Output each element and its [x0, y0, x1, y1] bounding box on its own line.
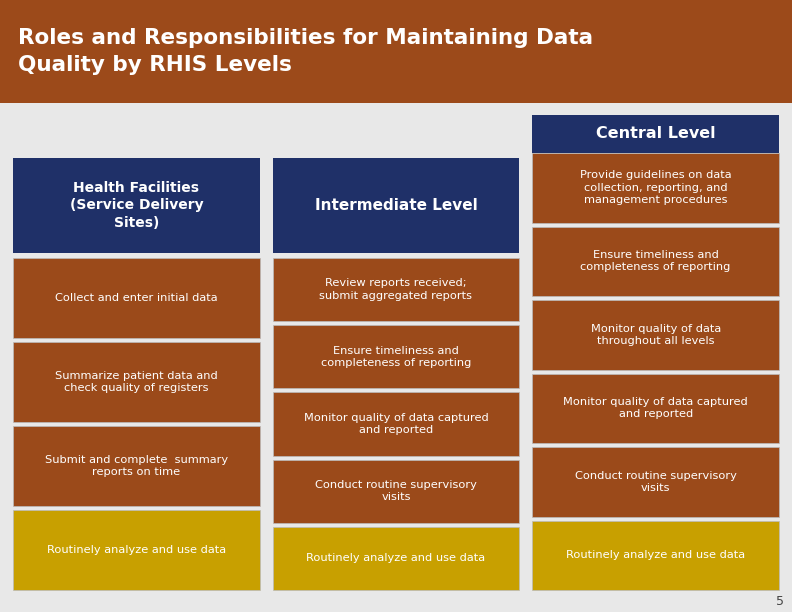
Text: Roles and Responsibilities for Maintaining Data
Quality by RHIS Levels: Roles and Responsibilities for Maintaini…	[18, 28, 593, 75]
Text: Monitor quality of data captured
and reported: Monitor quality of data captured and rep…	[563, 397, 748, 419]
Text: Routinely analyze and use data: Routinely analyze and use data	[307, 553, 485, 564]
Text: Submit and complete  summary
reports on time: Submit and complete summary reports on t…	[45, 455, 228, 477]
FancyBboxPatch shape	[532, 447, 779, 517]
FancyBboxPatch shape	[272, 258, 520, 321]
FancyBboxPatch shape	[272, 158, 520, 253]
Text: Conduct routine supervisory
visits: Conduct routine supervisory visits	[315, 480, 477, 502]
FancyBboxPatch shape	[532, 300, 779, 370]
Text: Routinely analyze and use data: Routinely analyze and use data	[47, 545, 226, 555]
Text: Ensure timeliness and
completeness of reporting: Ensure timeliness and completeness of re…	[581, 250, 731, 272]
Text: Intermediate Level: Intermediate Level	[314, 198, 478, 213]
FancyBboxPatch shape	[532, 226, 779, 296]
FancyBboxPatch shape	[13, 342, 260, 422]
Text: Collect and enter initial data: Collect and enter initial data	[55, 293, 218, 303]
FancyBboxPatch shape	[13, 158, 260, 253]
Text: Provide guidelines on data
collection, reporting, and
management procedures: Provide guidelines on data collection, r…	[580, 170, 732, 205]
FancyBboxPatch shape	[272, 325, 520, 389]
FancyBboxPatch shape	[532, 373, 779, 443]
Text: Ensure timeliness and
completeness of reporting: Ensure timeliness and completeness of re…	[321, 346, 471, 368]
FancyBboxPatch shape	[532, 153, 779, 223]
Text: Routinely analyze and use data: Routinely analyze and use data	[566, 550, 745, 560]
FancyBboxPatch shape	[532, 115, 779, 153]
Text: Monitor quality of data
throughout all levels: Monitor quality of data throughout all l…	[591, 324, 721, 346]
FancyBboxPatch shape	[0, 0, 792, 103]
Text: Conduct routine supervisory
visits: Conduct routine supervisory visits	[575, 471, 737, 493]
FancyBboxPatch shape	[13, 258, 260, 338]
Text: Summarize patient data and
check quality of registers: Summarize patient data and check quality…	[55, 371, 218, 393]
Text: Central Level: Central Level	[596, 127, 715, 141]
FancyBboxPatch shape	[13, 426, 260, 506]
Text: Review reports received;
submit aggregated reports: Review reports received; submit aggregat…	[319, 278, 473, 301]
Text: 5: 5	[776, 595, 784, 608]
FancyBboxPatch shape	[272, 527, 520, 590]
FancyBboxPatch shape	[13, 510, 260, 590]
Text: Monitor quality of data captured
and reported: Monitor quality of data captured and rep…	[303, 413, 489, 435]
FancyBboxPatch shape	[532, 520, 779, 590]
FancyBboxPatch shape	[272, 392, 520, 455]
Text: Health Facilities
(Service Delivery
Sites): Health Facilities (Service Delivery Site…	[70, 181, 203, 230]
FancyBboxPatch shape	[272, 460, 520, 523]
